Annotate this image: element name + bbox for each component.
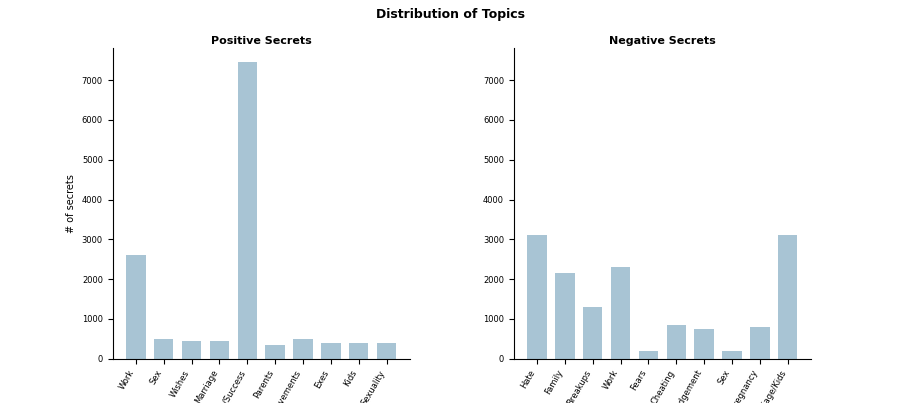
- Bar: [182, 341, 201, 359]
- Bar: [238, 62, 257, 359]
- Bar: [639, 351, 658, 359]
- Bar: [778, 235, 797, 359]
- Bar: [667, 325, 686, 359]
- Bar: [695, 329, 714, 359]
- Bar: [611, 267, 631, 359]
- Bar: [377, 343, 396, 359]
- Bar: [321, 343, 341, 359]
- Title: Positive Secrets: Positive Secrets: [211, 36, 312, 46]
- Bar: [126, 255, 146, 359]
- Bar: [349, 343, 369, 359]
- Bar: [293, 339, 313, 359]
- Bar: [527, 235, 547, 359]
- Y-axis label: # of secrets: # of secrets: [66, 174, 77, 233]
- Bar: [723, 351, 742, 359]
- Bar: [750, 327, 769, 359]
- Title: Negative Secrets: Negative Secrets: [609, 36, 715, 46]
- Bar: [266, 345, 285, 359]
- Text: Distribution of Topics: Distribution of Topics: [376, 8, 525, 21]
- Bar: [555, 273, 575, 359]
- Bar: [583, 307, 603, 359]
- Bar: [210, 341, 229, 359]
- Bar: [154, 339, 174, 359]
